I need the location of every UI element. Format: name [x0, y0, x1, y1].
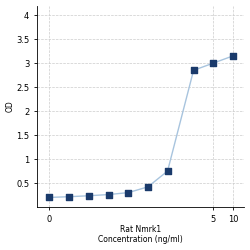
Point	[166, 169, 170, 173]
X-axis label: Rat Nmrk1
Concentration (ng/ml): Rat Nmrk1 Concentration (ng/ml)	[98, 225, 183, 244]
Point	[146, 185, 150, 189]
Point	[48, 196, 52, 200]
Point	[87, 194, 91, 198]
Point	[67, 195, 71, 199]
Point	[106, 192, 110, 196]
Point	[192, 68, 196, 72]
Point	[211, 61, 215, 65]
Point	[126, 191, 130, 195]
Point	[231, 54, 235, 58]
Y-axis label: OD: OD	[6, 100, 15, 112]
